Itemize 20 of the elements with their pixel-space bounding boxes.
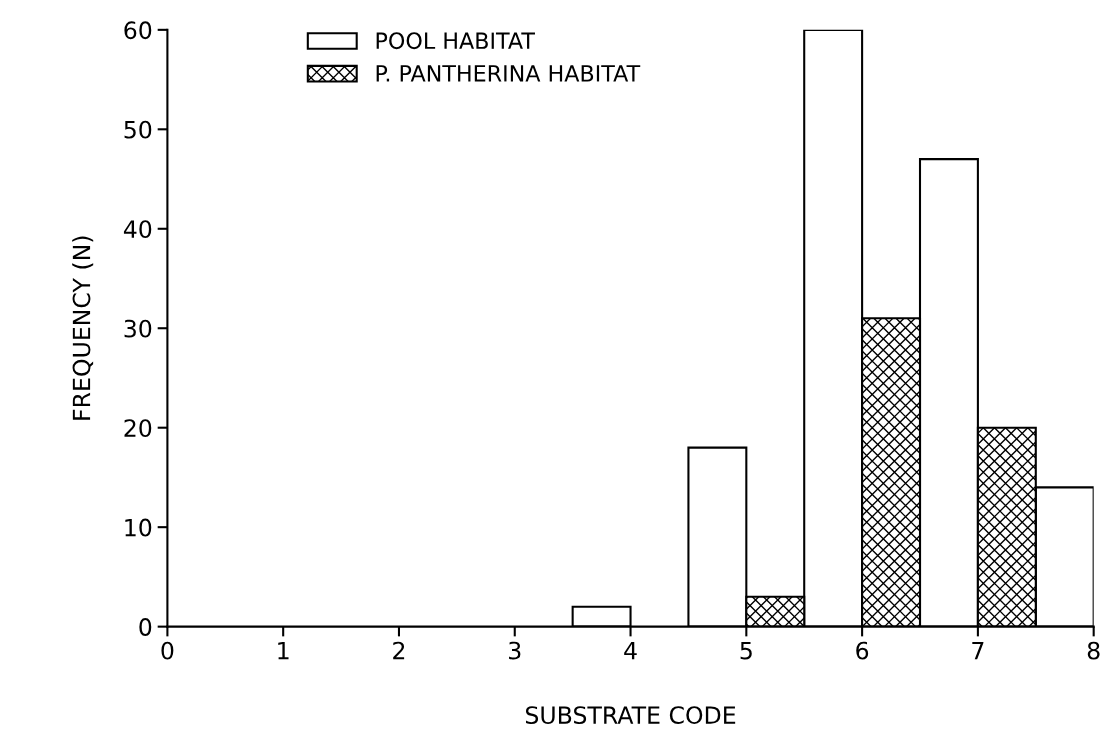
- x-tick-label: 1: [278, 641, 289, 660]
- y-tick-label: 60: [124, 21, 152, 40]
- x-tick-label: 3: [509, 641, 521, 660]
- legend-label: POOL HABITAT: [376, 32, 535, 50]
- x-tick-label: 4: [624, 641, 637, 660]
- y-tick-label: 30: [124, 319, 152, 338]
- x-axis-title: SUBSTRATE CODE: [525, 706, 736, 725]
- x-tick-label: 0: [161, 641, 174, 660]
- legend-label: P. PANTHERINA HABITAT: [376, 65, 641, 82]
- y-tick-label: 0: [139, 618, 152, 636]
- y-tick-label: 20: [124, 419, 152, 438]
- y-axis-title: FREQUENCY (N): [72, 236, 94, 420]
- x-tick-label: 6: [856, 641, 869, 660]
- x-tick-label: 8: [1087, 641, 1100, 660]
- x-tick-label: 2: [393, 641, 405, 660]
- y-tick-label: 50: [124, 120, 152, 139]
- y-tick-label: 40: [123, 220, 152, 239]
- y-tick-label: 10: [125, 518, 152, 537]
- x-tick-label: 5: [740, 641, 752, 660]
- x-tick-label: 7: [972, 641, 984, 660]
